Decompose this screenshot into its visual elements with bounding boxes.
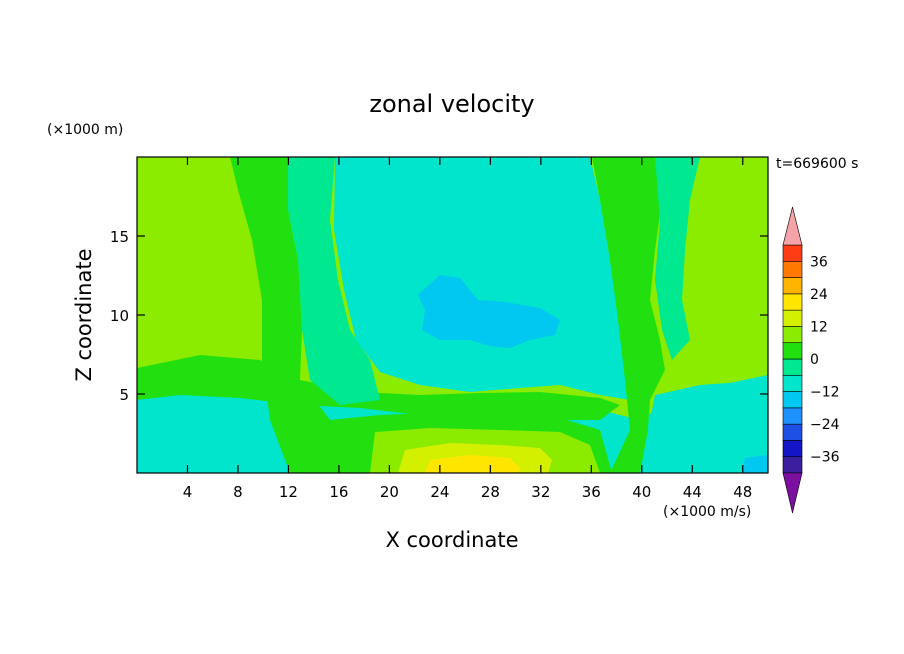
x-tick-label: 8	[233, 483, 243, 501]
y-tick-label: 10	[110, 307, 129, 325]
colorbar: 36 24 12 0 −12 −24 −36	[782, 206, 840, 514]
y-tick-label: 15	[110, 228, 129, 246]
y-tick-label: 5	[119, 386, 129, 404]
colorbar-swatch	[782, 407, 803, 425]
colorbar-swatch	[782, 440, 803, 458]
x-unit-label: (×1000 m/s)	[663, 504, 751, 520]
colorbar-label: −24	[810, 417, 840, 433]
colorbar-swatch	[782, 326, 803, 344]
colorbar-under-triangle	[782, 472, 803, 514]
colorbar-swatch	[782, 423, 803, 441]
x-axis-title: X coordinate	[385, 528, 518, 552]
region-central-core	[418, 275, 560, 348]
colorbar-swatch	[782, 342, 803, 360]
y-unit-label: (×1000 m)	[47, 122, 123, 138]
colorbar-swatch	[782, 374, 803, 392]
colorbar-label: 12	[810, 319, 828, 335]
y-axis-ticks: 5 10 15	[110, 228, 768, 404]
colorbar-swatch	[782, 293, 803, 311]
colorbar-swatch	[782, 260, 803, 278]
region-left-surface	[137, 450, 300, 473]
colorbar-swatch	[782, 277, 803, 295]
region-right-aqua-wedge	[655, 157, 700, 360]
x-tick-label: 20	[380, 483, 399, 501]
y-axis-title: Z coordinate	[72, 248, 96, 381]
colorbar-swatch	[782, 309, 803, 327]
region-right-column-green	[592, 157, 665, 473]
region-right-corner-blue	[742, 455, 768, 473]
colorbar-swatch	[782, 456, 803, 474]
colorbar-label: −12	[810, 385, 840, 401]
region-left-mid-band	[137, 355, 620, 420]
region-left-vertical-column	[230, 157, 345, 473]
x-tick-label: 24	[430, 483, 449, 501]
colorbar-swatch	[782, 244, 803, 262]
region-bottom-yellow-core	[425, 455, 520, 473]
x-tick-label: 36	[582, 483, 601, 501]
x-tick-label: 40	[632, 483, 651, 501]
heatmap-field	[137, 157, 768, 473]
x-tick-label: 48	[733, 483, 752, 501]
colorbar-swatch	[782, 358, 803, 376]
x-tick-label: 4	[183, 483, 193, 501]
colorbar-label: 0	[810, 352, 819, 368]
region-mid-column-green	[288, 157, 380, 405]
x-tick-label: 12	[279, 483, 298, 501]
x-tick-label: 44	[683, 483, 702, 501]
colorbar-label: 36	[810, 254, 828, 270]
chart-title: zonal velocity	[369, 90, 534, 118]
colorbar-swatch	[782, 391, 803, 409]
colorbar-label: 24	[810, 287, 828, 303]
x-tick-label: 16	[329, 483, 348, 501]
colorbar-over-triangle	[782, 206, 803, 246]
x-tick-label: 32	[531, 483, 550, 501]
x-axis-ticks: 4 8 12 16 20 24 28 32 36 40 44 48	[183, 157, 752, 501]
time-label: t=669600 s	[776, 156, 858, 172]
x-tick-label: 28	[481, 483, 500, 501]
colorbar-label: −36	[810, 450, 840, 466]
